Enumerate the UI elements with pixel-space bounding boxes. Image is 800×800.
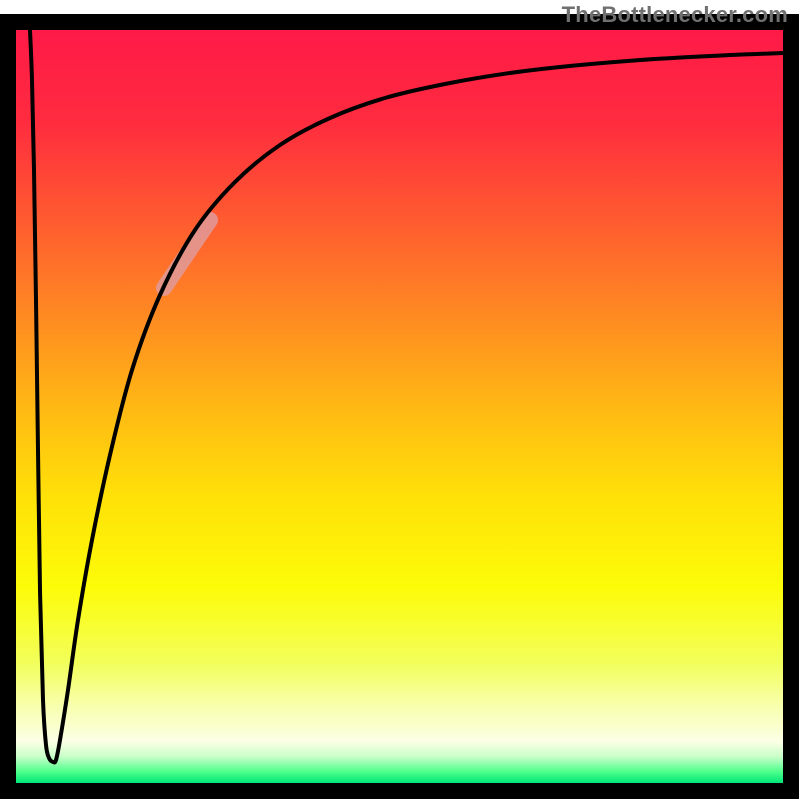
chart-container: TheBottlenecker.com — [0, 0, 800, 800]
bottleneck-chart — [0, 0, 800, 800]
watermark-text: TheBottlenecker.com — [562, 2, 788, 28]
gradient-background — [16, 30, 783, 783]
